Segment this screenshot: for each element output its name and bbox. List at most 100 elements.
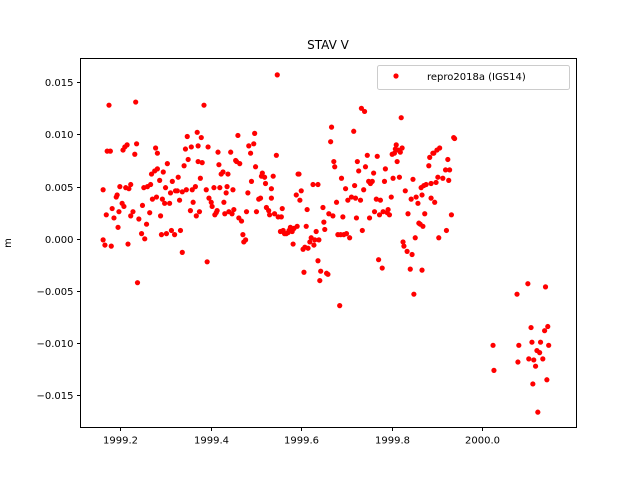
data-point [525,281,531,287]
data-point [419,267,425,273]
data-point [379,265,385,271]
data-point [138,231,145,237]
data-point [111,215,117,221]
data-point [342,186,349,192]
data-point [535,409,541,415]
data-point [397,149,403,155]
data-point [422,211,428,217]
data-point [404,248,410,254]
data-point [195,143,201,149]
data-point [386,212,393,218]
data-point [262,180,269,187]
chart-title: STAV V [307,38,349,52]
data-point [405,211,411,217]
data-point [394,158,400,165]
data-point [427,154,433,160]
data-point [215,149,221,155]
data-point [352,195,359,201]
data-point [279,205,285,212]
data-point [331,158,337,165]
data-point [109,205,115,212]
data-point [411,291,417,297]
data-point [253,209,260,215]
data-point [423,181,429,188]
data-point [194,129,200,135]
data-point [431,150,437,156]
data-point [121,203,127,210]
data-point [528,324,534,331]
data-point [243,209,250,215]
data-point [117,184,123,190]
data-point [307,239,313,245]
data-point [216,162,222,168]
data-point [175,174,181,180]
data-point [130,209,136,215]
data-point [217,185,223,191]
data-point [366,215,373,221]
data-point [382,166,388,172]
data-point [274,72,280,78]
data-point [305,245,311,251]
data-point [338,175,345,181]
data-point [266,208,272,214]
data-point [401,243,407,249]
data-point [322,226,328,233]
data-point [294,223,300,229]
data-point [410,176,416,182]
data-point [224,184,230,190]
data-point [211,185,217,191]
data-point [445,156,451,163]
data-point [542,328,548,334]
data-point [134,280,141,286]
data-point [159,196,165,202]
data-point [209,203,215,210]
data-point [196,209,203,215]
data-point [407,266,413,272]
data-point [154,166,160,172]
data-point [223,190,229,196]
data-point [347,235,353,241]
data-point [240,232,246,238]
data-point [132,151,138,157]
data-point [208,199,214,205]
data-point [373,196,379,202]
data-point [183,187,189,193]
data-point [318,268,324,274]
data-point [266,212,273,218]
data-point [238,218,245,224]
data-point [332,164,338,170]
data-point [374,153,380,159]
data-point [542,284,549,290]
data-point [396,174,403,180]
data-point [128,213,134,219]
data-point [171,232,178,238]
data-point [203,187,209,193]
x-axis-ticks: 1999.2 1999.4 1999.6 1999.8 2000.0 [103,427,500,447]
data-point [176,197,183,203]
data-point [187,208,194,214]
data-point [393,142,399,148]
data-point [163,231,170,237]
data-point [100,237,106,243]
data-point [409,251,415,258]
data-point [147,210,153,216]
data-point [190,199,196,205]
data-point [537,350,543,356]
data-point [320,204,326,211]
data-point [297,197,303,203]
data-point [205,144,211,150]
data-point [206,195,212,201]
data-point [252,164,259,170]
data-point [376,212,383,218]
data-point [361,108,368,115]
data-point [310,181,316,188]
data-point [149,196,156,202]
data-point [148,171,155,177]
data-point [152,145,159,151]
data-point [160,169,166,175]
data-point [532,363,539,369]
data-point [428,180,434,187]
data-point [189,187,195,193]
data-point [179,249,185,255]
